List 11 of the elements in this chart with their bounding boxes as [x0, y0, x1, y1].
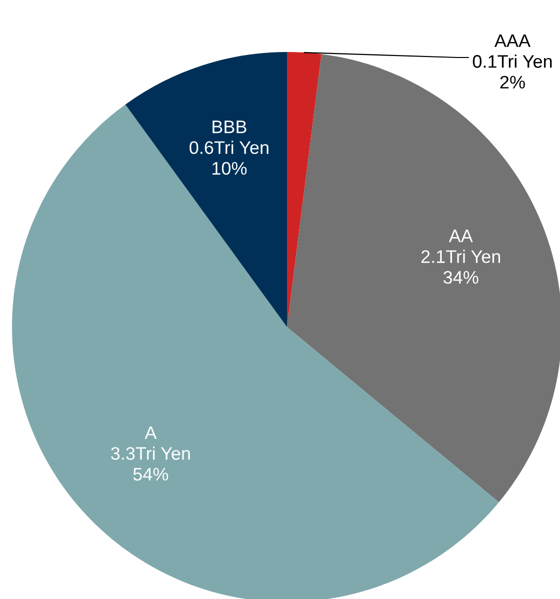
- pie-slice: [125, 52, 287, 327]
- data-label: 3.3Tri Yen 54%: [111, 446, 190, 481]
- pie-slice: [287, 54, 560, 502]
- slice-label: A: [144, 426, 157, 439]
- data-label: 2.1Tri Yen 34%: [421, 250, 500, 284]
- slice-label: BBB: [212, 120, 246, 134]
- data-label: 0.1Tri Yen 2%: [472, 54, 552, 89]
- data-label: 0.6Tri Yen 10%: [190, 140, 268, 175]
- slice-label: AAA: [494, 34, 531, 47]
- pie-slice: [287, 52, 322, 327]
- slice-label: AA: [448, 230, 473, 242]
